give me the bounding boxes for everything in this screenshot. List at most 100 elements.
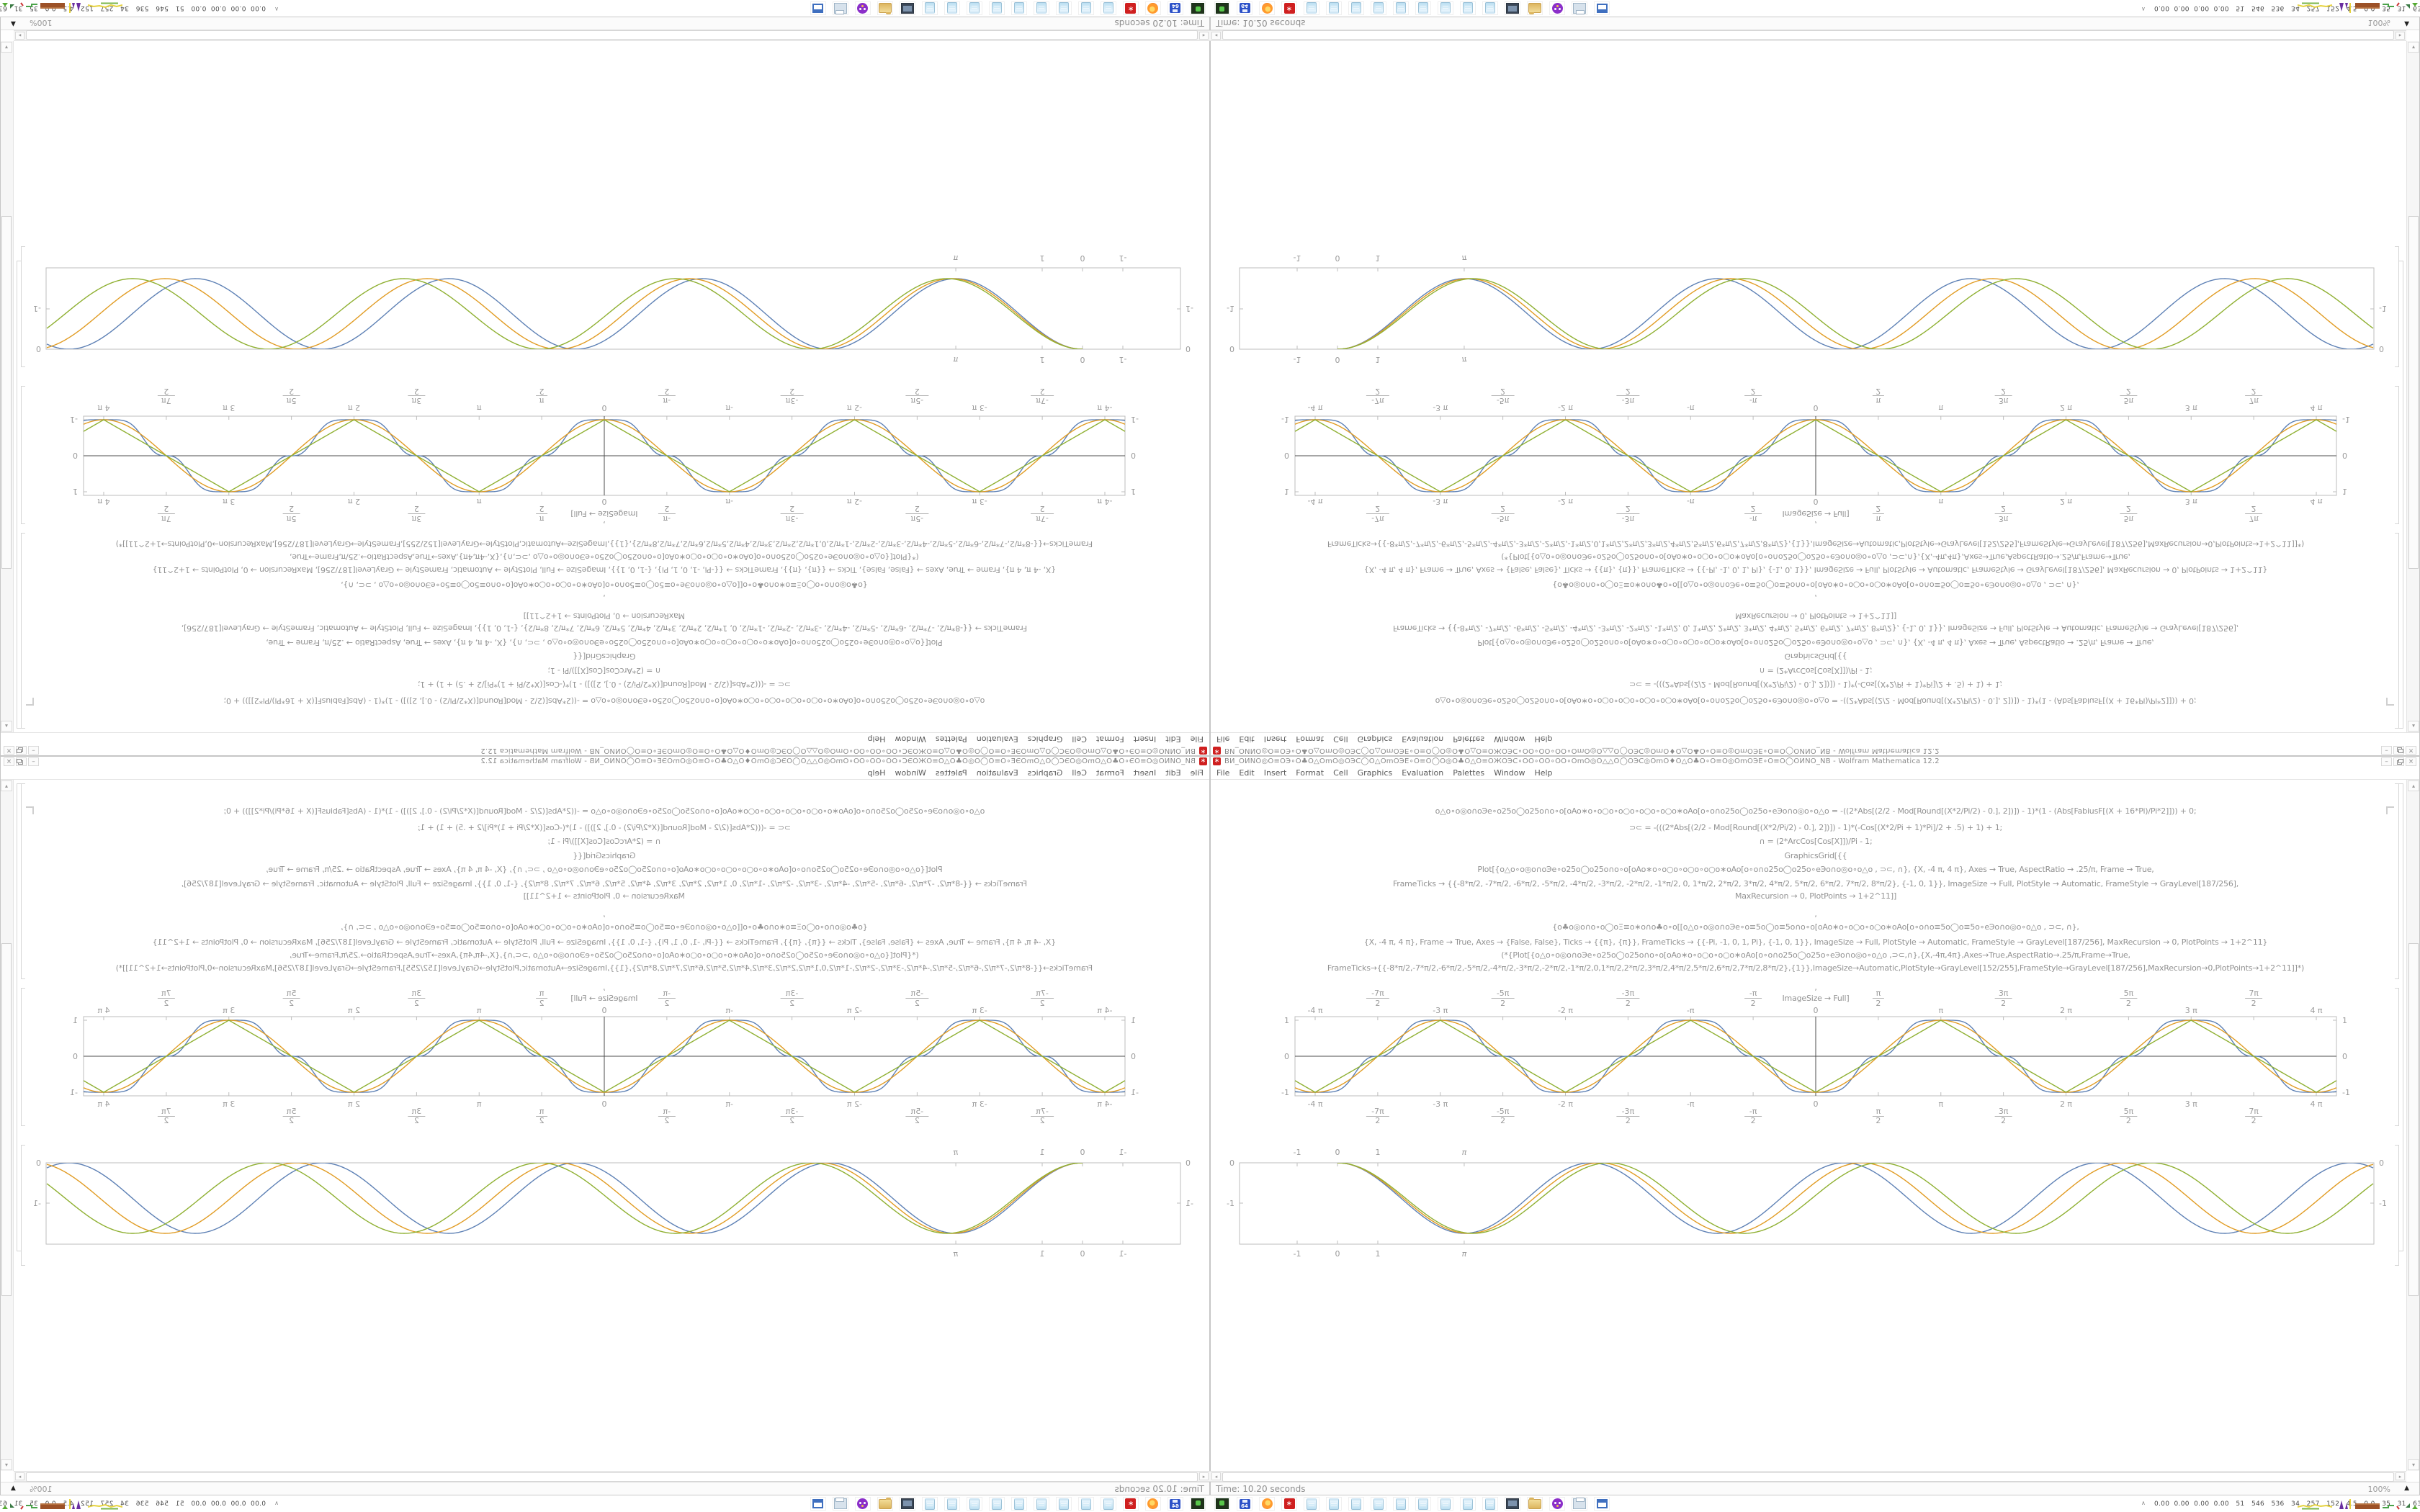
vertical-scrollbar[interactable]: ▴ ▾ xyxy=(1,780,14,1471)
close-button[interactable]: × xyxy=(4,757,14,766)
scroll-up-icon[interactable]: ▴ xyxy=(2408,721,2419,732)
menu-item-file[interactable]: File xyxy=(1216,734,1230,744)
code-line[interactable]: FrameTicks→{{-8*π/2,-7*π/2,-6*π/2,-5*π/2… xyxy=(1327,963,2305,973)
menu-item-file[interactable]: File xyxy=(1190,768,1204,778)
purple-app-icon[interactable] xyxy=(1549,1497,1565,1511)
vertical-scroll-thumb[interactable] xyxy=(1,943,12,1296)
menu-item-palettes[interactable]: Palettes xyxy=(935,768,967,778)
scroll-up-icon[interactable]: ▴ xyxy=(1,780,12,791)
notepad-icon[interactable] xyxy=(944,1497,960,1511)
scroll-up-icon[interactable]: ▴ xyxy=(1,721,12,732)
close-button[interactable]: × xyxy=(4,746,14,755)
menu-item-cell[interactable]: Cell xyxy=(1072,734,1087,744)
restore-button[interactable] xyxy=(2393,746,2404,755)
title-bar[interactable]: ∗ BИ_ОИNО◎О≡ОЭ∘О♣О△ОmО◎ОЭС◯О△ОmОЭЕ∘О≡О◯О… xyxy=(1211,746,2419,755)
magnification-menu-icon[interactable]: ▲ xyxy=(11,20,16,27)
firefox-icon[interactable] xyxy=(1259,1497,1275,1511)
code-line[interactable]: o△o∘o◎o∩oЭe∘o25o◯o25o∩o∘o[oAo∗o∘o○o∘o○o∘… xyxy=(223,696,985,706)
cell-bracket-input[interactable] xyxy=(21,533,25,729)
notepad-icon[interactable] xyxy=(1326,1497,1342,1511)
console-app-icon[interactable] xyxy=(1190,1,1206,15)
notepad-icon[interactable] xyxy=(1415,1,1431,15)
notepad-icon[interactable] xyxy=(944,1,960,15)
monitor-app-icon[interactable] xyxy=(1505,1,1520,15)
restore-button[interactable] xyxy=(2393,757,2404,766)
magnification-menu-icon[interactable]: ▲ xyxy=(11,1485,16,1492)
notepad-icon[interactable] xyxy=(1371,1,1386,15)
notepad-icon[interactable] xyxy=(1078,1497,1094,1511)
horizontal-scroll-thumb[interactable] xyxy=(1222,1472,2394,1482)
menu-item-edit[interactable]: Edit xyxy=(1239,768,1255,778)
cell-bracket-plot2[interactable] xyxy=(2395,1145,2399,1266)
restore-button[interactable] xyxy=(16,757,27,766)
menu-item-insert[interactable]: Insert xyxy=(1133,734,1157,744)
menu-item-file[interactable]: File xyxy=(1190,734,1204,744)
menu-item-format[interactable]: Format xyxy=(1296,734,1325,744)
code-line[interactable]: ⊃⊂ = -(((2*Abs[(2/2 - Mod[Round[(X*2/Pi/… xyxy=(417,823,792,832)
notepad-icon[interactable] xyxy=(1101,1497,1116,1511)
code-line[interactable]: ⊃⊂ = -(((2*Abs[(2/2 - Mod[Round[(X*2/Pi/… xyxy=(1628,680,2003,689)
menu-item-window[interactable]: Window xyxy=(1494,768,1525,778)
code-line[interactable]: FrameTicks → {{-8*π/2, -7*π/2, -6*π/2, -… xyxy=(181,624,1028,633)
notepad-icon[interactable] xyxy=(1101,1,1116,15)
printer-icon[interactable] xyxy=(1572,1497,1587,1511)
menu-item-edit[interactable]: Edit xyxy=(1165,768,1181,778)
code-line[interactable]: GraphicsGrid[{{ xyxy=(1784,652,1847,661)
code-line[interactable]: FrameTicks → {{-8*π/2, -7*π/2, -6*π/2, -… xyxy=(1392,879,2239,888)
code-line[interactable]: MaxRecursion → 0, PlotPoints → 1+2^11]] xyxy=(523,891,686,901)
mathematica-icon[interactable]: ∗ xyxy=(1281,1,1297,15)
minimize-button[interactable]: – xyxy=(2381,746,2392,755)
folder-icon[interactable] xyxy=(877,1,893,15)
scroll-left-icon[interactable]: ◂ xyxy=(1199,1472,1209,1480)
vertical-scrollbar[interactable]: ▴ ▾ xyxy=(1,41,14,732)
magnification-value[interactable]: 100% xyxy=(30,1485,53,1494)
notepad-icon[interactable] xyxy=(1011,1,1027,15)
minimize-button[interactable]: – xyxy=(28,757,39,766)
cell-bracket-group[interactable] xyxy=(2399,261,2403,729)
monitor-app-icon[interactable] xyxy=(1505,1497,1520,1511)
code-line[interactable]: , xyxy=(603,593,606,603)
code-line[interactable]: o△o∘o◎o∩oЭe∘o25o◯o25o∩o∘o[oAo∗o∘o○o∘o○o∘… xyxy=(1435,696,2197,706)
code-line[interactable]: , xyxy=(1814,909,1817,919)
menu-item-evaluation[interactable]: Evaluation xyxy=(1402,768,1444,778)
code-line[interactable]: (*{Plot[{o△o∘o◎o∩oЭe∘o25o◯o25o∩o∘o[oAo∗o… xyxy=(290,950,919,960)
menu-item-cell[interactable]: Cell xyxy=(1333,734,1348,744)
folder-icon[interactable] xyxy=(1527,1497,1543,1511)
magnification-value[interactable]: 100% xyxy=(2367,18,2390,27)
menu-item-help[interactable]: Help xyxy=(1534,734,1553,744)
notepad-icon[interactable] xyxy=(922,1,938,15)
notepad-icon[interactable] xyxy=(1393,1,1409,15)
floppy-64-icon[interactable]: 64 xyxy=(1237,1,1252,15)
console-app-icon[interactable] xyxy=(1190,1497,1206,1511)
code-line[interactable]: o△o∘o◎o∩oЭe∘o25o◯o25o∩o∘o[oAo∗o∘o○o∘o○o∘… xyxy=(1435,806,2197,816)
notepad-icon[interactable] xyxy=(1393,1497,1409,1511)
notepad-icon[interactable] xyxy=(1011,1497,1027,1511)
notepad-icon[interactable] xyxy=(1438,1497,1453,1511)
scroll-right-icon[interactable]: ▸ xyxy=(15,1472,24,1480)
scroll-down-icon[interactable]: ▾ xyxy=(1,42,12,53)
code-line[interactable]: FrameTicks→{{-8*π/2,-7*π/2,-6*π/2,-5*π/2… xyxy=(115,963,1093,973)
notepad-icon[interactable] xyxy=(967,1,982,15)
folder-icon[interactable] xyxy=(877,1497,893,1511)
monitor-app-icon[interactable] xyxy=(900,1,915,15)
vertical-scroll-thumb[interactable] xyxy=(2408,943,2419,1296)
mathematica-icon[interactable]: ∗ xyxy=(1123,1497,1139,1511)
vertical-scroll-thumb[interactable] xyxy=(1,216,12,569)
code-line[interactable]: {X, -4 π, 4 π}, Frame → True, Axes → {Fa… xyxy=(1363,565,2268,575)
cell-bracket-plot1[interactable] xyxy=(21,386,25,524)
code-line[interactable]: {o♣o◎o∩o∘o◯oΞ≡o∗o∩o♣o∘o[[o△o∘o◎o∩oЭe∘o≡5… xyxy=(341,922,868,932)
firefox-icon[interactable] xyxy=(1145,1,1161,15)
cell-bracket-input[interactable] xyxy=(2395,533,2399,729)
code-line[interactable]: , xyxy=(1814,983,1817,992)
menu-item-graphics[interactable]: Graphics xyxy=(1027,768,1063,778)
tray-expander-icon[interactable]: ∧ xyxy=(274,6,279,12)
horizontal-scroll-thumb[interactable] xyxy=(1222,30,2394,40)
notepad-icon[interactable] xyxy=(1482,1497,1498,1511)
menu-item-cell[interactable]: Cell xyxy=(1333,768,1348,778)
notepad-icon[interactable] xyxy=(1304,1497,1319,1511)
menu-item-palettes[interactable]: Palettes xyxy=(935,734,967,744)
purple-app-icon[interactable] xyxy=(855,1497,871,1511)
notepad-icon[interactable] xyxy=(1438,1,1453,15)
notepad-icon[interactable] xyxy=(989,1497,1005,1511)
purple-app-icon[interactable] xyxy=(1549,1,1565,15)
